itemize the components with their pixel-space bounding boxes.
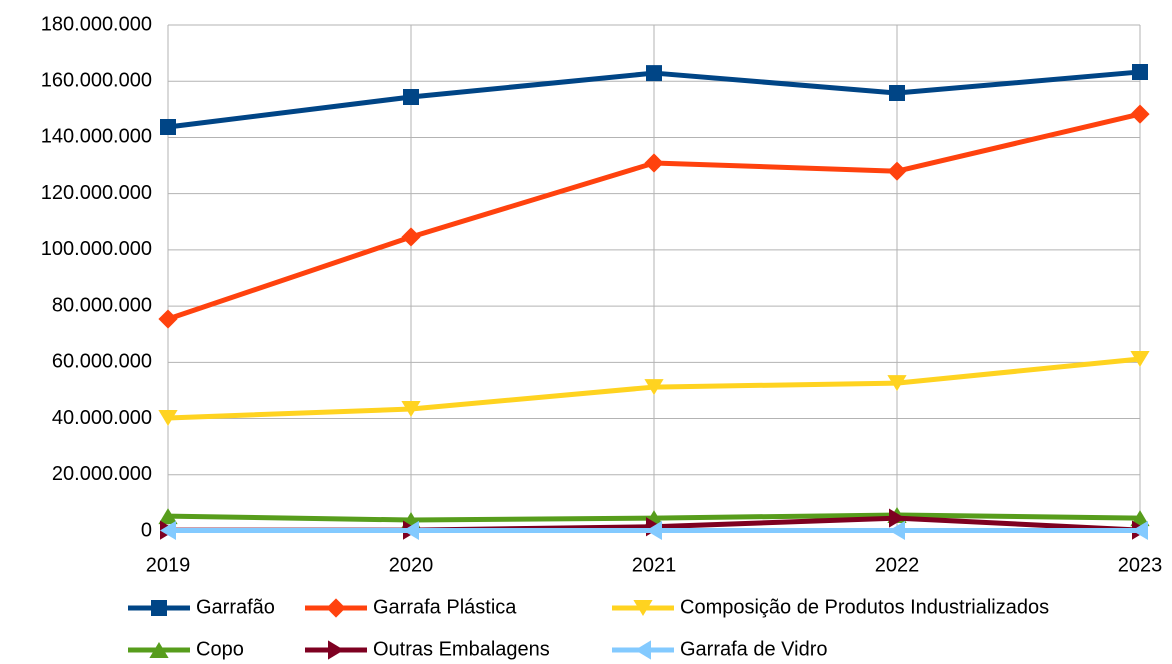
x-tick-label: 2021	[632, 554, 677, 576]
x-tick-label: 2020	[389, 554, 434, 576]
point-marker	[1130, 350, 1150, 367]
legend-marker	[151, 600, 167, 616]
legend-label: Garrafa de Vidro	[680, 638, 828, 660]
legend-label: Copo	[196, 638, 244, 660]
point-marker	[644, 153, 664, 173]
legend-marker	[328, 640, 344, 660]
y-tick-label: 140.000.000	[41, 126, 152, 148]
point-marker	[158, 409, 178, 426]
y-tick-label: 0	[141, 519, 152, 541]
y-tick-label: 20.000.000	[52, 463, 152, 485]
legend-marker	[635, 640, 651, 660]
point-marker	[889, 520, 905, 541]
point-marker	[1132, 63, 1148, 80]
y-tick-label: 100.000.000	[41, 238, 152, 260]
legend-label: Outras Embalagens	[373, 638, 550, 660]
point-marker	[1130, 510, 1150, 527]
point-marker	[887, 161, 907, 181]
point-marker	[158, 309, 178, 329]
x-tick-label: 2019	[146, 554, 191, 576]
point-marker	[646, 65, 662, 82]
point-marker	[403, 88, 419, 105]
point-marker	[889, 85, 905, 102]
legend-marker	[326, 598, 346, 618]
y-tick-label: 80.000.000	[52, 294, 152, 316]
y-tick-label: 160.000.000	[41, 70, 152, 92]
point-marker	[160, 119, 176, 136]
y-tick-label: 60.000.000	[52, 351, 152, 373]
legend-label: Garrafa Plástica	[373, 596, 517, 618]
point-marker	[401, 227, 421, 247]
point-marker	[644, 379, 664, 396]
point-marker	[158, 508, 178, 525]
legend-marker	[149, 642, 169, 658]
y-tick-label: 40.000.000	[52, 407, 152, 429]
y-tick-label: 120.000.000	[41, 182, 152, 204]
point-marker	[887, 375, 907, 392]
legend-label: Garrafão	[196, 596, 275, 618]
point-marker	[1130, 104, 1150, 124]
legend-marker	[633, 600, 653, 616]
x-tick-label: 2023	[1118, 554, 1163, 576]
point-marker	[646, 520, 662, 541]
point-marker	[403, 520, 419, 541]
legend-label: Composição de Produtos Industrializados	[680, 596, 1049, 618]
point-marker	[1132, 520, 1148, 541]
x-tick-label: 2022	[875, 554, 920, 576]
point-marker	[160, 520, 176, 541]
point-marker	[889, 508, 905, 528]
point-marker	[401, 400, 421, 417]
y-tick-label: 180.000.000	[41, 13, 152, 35]
